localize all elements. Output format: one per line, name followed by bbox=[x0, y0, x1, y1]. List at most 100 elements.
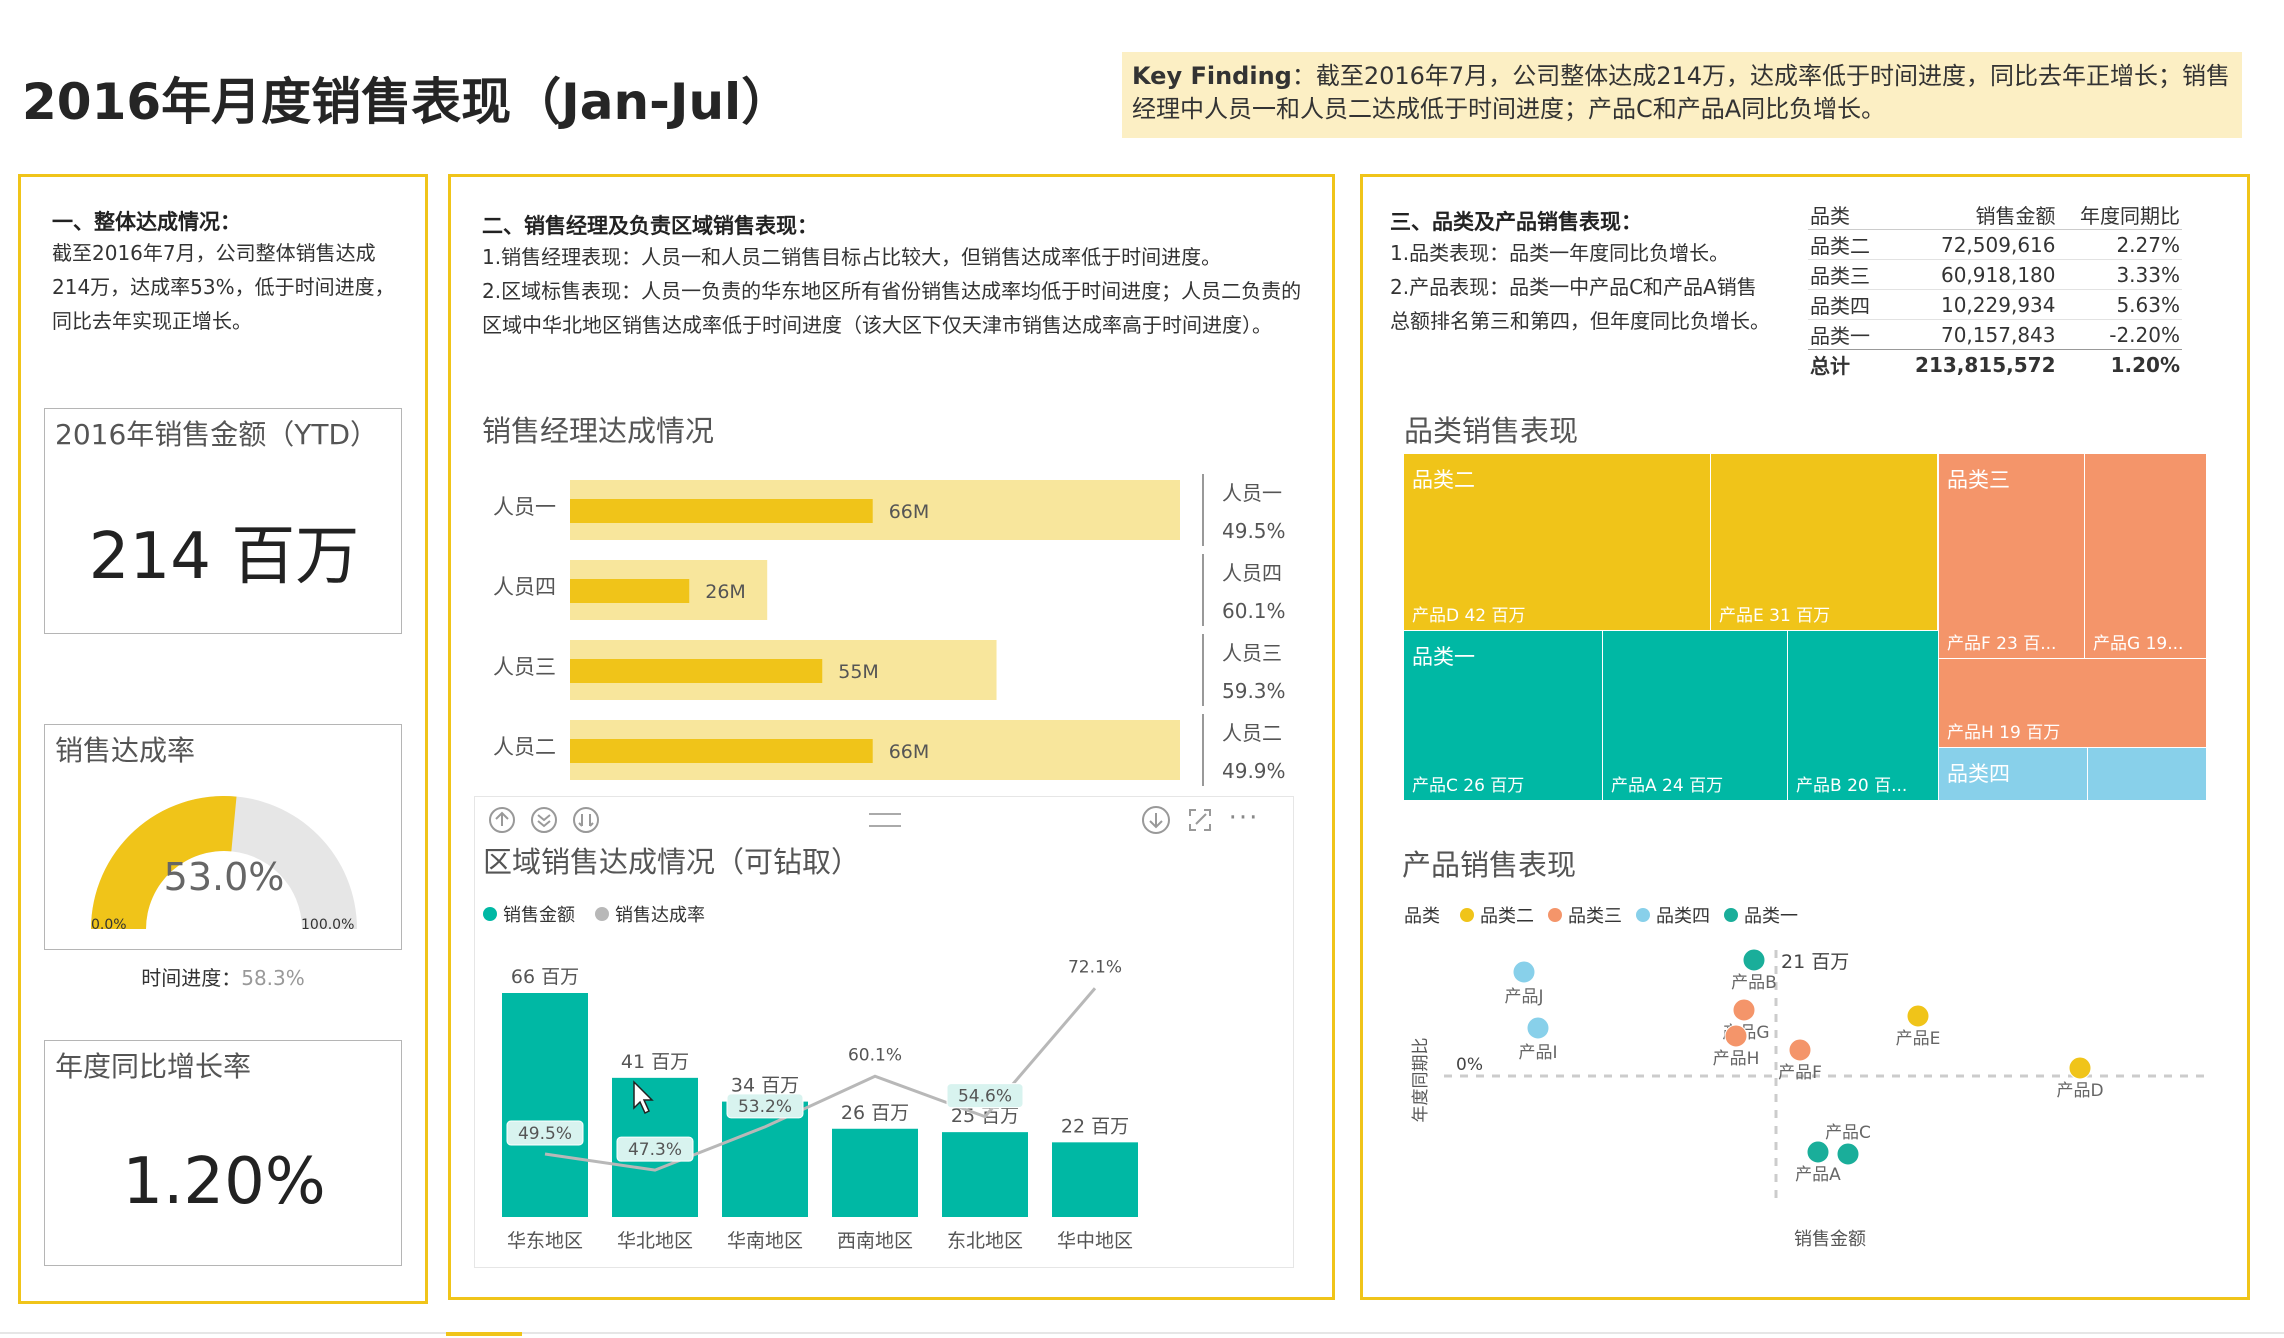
gauge-min-label: 0.0% bbox=[91, 917, 127, 933]
treemap-product-label: 产品F 23 百... bbox=[1947, 634, 2057, 654]
ytd-value: 214 百万 bbox=[88, 520, 360, 594]
legend-label-rate: 销售达成率 bbox=[615, 905, 705, 926]
page-tab-strip bbox=[0, 1332, 2284, 1334]
table-row[interactable]: 品类三 60,918,180 3.33% bbox=[1808, 260, 2182, 290]
table-cell: 10,229,934 bbox=[1940, 292, 2056, 317]
yoy-card[interactable]: 年度同比增长率 1.20% bbox=[44, 1040, 402, 1266]
scatter-point-label: 产品J bbox=[1504, 987, 1543, 1007]
manager-actual-bar bbox=[570, 499, 873, 523]
treemap-tile-product-a[interactable]: 产品A 24 百万 bbox=[1603, 631, 1787, 800]
treemap-tile-product-d[interactable]: 品类二 产品D 42 百万 bbox=[1404, 454, 1710, 630]
expand-all-down-icon[interactable] bbox=[527, 803, 561, 837]
region-category-label: 华东地区 bbox=[507, 1230, 583, 1252]
scatter-point-label: 产品I bbox=[1518, 1043, 1557, 1063]
drill-down-icon[interactable] bbox=[1139, 803, 1173, 837]
region-category-label: 华中地区 bbox=[1057, 1230, 1133, 1252]
scatter-legend: 品类 品类二 品类三 品类四 品类一 bbox=[1404, 902, 1798, 928]
region-rate-label-bg bbox=[946, 1083, 1024, 1109]
ytd-card[interactable]: 2016年销售金额（YTD） 214 百万 bbox=[44, 408, 402, 634]
drill-up-icon[interactable] bbox=[485, 803, 519, 837]
gauge-max-label: 100.0% bbox=[301, 917, 355, 933]
table-cell: 品类四 bbox=[1810, 294, 1870, 318]
treemap-product-label: 产品G 19... bbox=[2093, 634, 2184, 654]
legend-dot-sales-icon bbox=[483, 907, 497, 921]
products-desc-2: 2.产品表现：品类一中产品C和产品A销售总额排名第三和第四，但年度同比负增长。 bbox=[1390, 275, 1770, 333]
products-section-title: 三、品类及产品销售表现： bbox=[1390, 210, 1642, 234]
manager-actual-bar bbox=[570, 659, 823, 683]
treemap-category-label: 品类四 bbox=[1947, 762, 2010, 786]
region-category-label: 西南地区 bbox=[837, 1230, 913, 1252]
scatter-point bbox=[1724, 1024, 1748, 1048]
manager-rate-name: 人员二 bbox=[1222, 721, 1282, 745]
focus-mode-icon[interactable] bbox=[1183, 803, 1217, 837]
treemap-tile-category-4b[interactable] bbox=[2088, 748, 2206, 800]
table-cell: 品类二 bbox=[1810, 234, 1870, 258]
manager-value-label: 66M bbox=[889, 501, 930, 523]
active-page-tab[interactable] bbox=[446, 1332, 522, 1336]
scatter-point-label: 产品B bbox=[1731, 973, 1777, 993]
treemap-tile-product-g[interactable]: 产品G 19... bbox=[2085, 454, 2206, 658]
manager-rate-name: 人员一 bbox=[1222, 481, 1282, 505]
region-category-label: 华北地区 bbox=[617, 1230, 693, 1252]
managers-desc-2: 2.区域标售表现：人员一负责的华东地区所有省份销售达成率均低于时间进度；人员二负… bbox=[482, 279, 1302, 337]
manager-chart[interactable]: 人员一 66M 人员一 49.5% 人员四 26M 人员四 60.1% 人员三 55M 人员三 59.… bbox=[470, 468, 1320, 798]
treemap-tile-product-h[interactable]: 产品H 19 百万 bbox=[1939, 659, 2206, 747]
region-rate-label: 60.1% bbox=[848, 1045, 902, 1065]
treemap-tile-product-f[interactable]: 品类三 产品F 23 百... bbox=[1939, 454, 2084, 658]
scatter-point bbox=[1732, 998, 1756, 1022]
table-cell: 品类三 bbox=[1810, 264, 1870, 288]
yoy-card-title: 年度同比增长率 bbox=[55, 1050, 252, 1083]
scatter-legend-item: 品类四 bbox=[1656, 906, 1710, 927]
treemap-tile-product-b[interactable]: 产品B 20 百... bbox=[1788, 631, 1938, 800]
table-row[interactable]: 品类一 70,157,843 -2.20% bbox=[1808, 320, 2182, 350]
region-sales-label: 26 百万 bbox=[841, 1102, 909, 1124]
gauge-chart bbox=[91, 796, 357, 929]
ytd-card-title: 2016年销售金额（YTD） bbox=[55, 418, 379, 451]
legend-dot-rate-icon bbox=[595, 907, 609, 921]
mouse-cursor-icon bbox=[633, 1080, 654, 1115]
scatter-point-label: 产品D bbox=[2056, 1081, 2103, 1101]
manager-category-label: 人员二 bbox=[493, 735, 556, 759]
table-row[interactable]: 品类二 72,509,616 2.27% bbox=[1808, 230, 2182, 260]
table-header: 年度同期比 bbox=[2080, 204, 2180, 228]
scatter-point-label: 产品F bbox=[1778, 1063, 1822, 1083]
scatter-point-label: 产品H bbox=[1713, 1049, 1760, 1069]
treemap-product-label: 产品E 31 百万 bbox=[1719, 606, 1831, 626]
rate-card[interactable]: 销售达成率 53.0% 0.0% 100.0% bbox=[44, 724, 402, 950]
table-row[interactable]: 品类四 10,229,934 5.63% bbox=[1808, 290, 2182, 320]
treemap-tile-product-e[interactable]: 产品E 31 百万 bbox=[1711, 454, 1937, 630]
scatter-legend-item: 品类三 bbox=[1568, 906, 1622, 927]
table-cell: 213,815,572 bbox=[1915, 352, 2056, 377]
treemap-tile-product-c[interactable]: 品类一 产品C 26 百万 bbox=[1404, 631, 1602, 800]
treemap-tile-category-4[interactable]: 品类四 bbox=[1939, 748, 2087, 800]
treemap-title: 品类销售表现 bbox=[1404, 414, 1579, 448]
table-cell: 72,509,616 bbox=[1940, 232, 2056, 257]
legend-dot-cat2-icon bbox=[1460, 908, 1474, 922]
key-finding-box: Key Finding：截至2016年7月，公司整体达成214万，达成率低于时间… bbox=[1122, 52, 2242, 138]
region-visual[interactable]: ··· 区域销售达成情况（可钻取） 销售金额 销售达成率 66 百万 华东地区 41… bbox=[474, 796, 1294, 1268]
scatter-point bbox=[1788, 1038, 1812, 1062]
legend-dot-cat3-icon bbox=[1548, 908, 1562, 922]
manager-value-label: 55M bbox=[838, 661, 879, 683]
products-panel bbox=[1360, 174, 2250, 1300]
table-header: 品类 bbox=[1810, 204, 1850, 228]
region-rate-label: 47.3% bbox=[628, 1140, 682, 1160]
manager-rate-value: 59.3% bbox=[1222, 679, 1286, 703]
overall-section-title: 一、整体达成情况： bbox=[52, 210, 241, 234]
manager-actual-bar bbox=[570, 579, 690, 603]
region-rate-label-bg bbox=[616, 1136, 694, 1162]
more-options-icon[interactable]: ··· bbox=[1228, 803, 1260, 833]
table-header: 销售金额 bbox=[1975, 204, 2056, 228]
products-desc-1: 1.品类表现：品类一年度同比负增长。 bbox=[1390, 241, 1730, 265]
manager-rate-value: 49.9% bbox=[1222, 759, 1286, 783]
manager-actual-bar bbox=[570, 739, 873, 763]
scatter-point-label: 产品E bbox=[1896, 1029, 1941, 1049]
drag-handle-icon[interactable] bbox=[869, 813, 901, 827]
table-cell: 3.33% bbox=[2116, 262, 2180, 287]
category-treemap[interactable]: 品类二 产品D 42 百万 产品E 31 百万 品类三 产品F 23 百... … bbox=[1404, 454, 2206, 800]
product-scatter-chart[interactable]: 0%21 百万年度同期比销售金额产品J产品I产品B产品G产品H产品F产品E产品D… bbox=[1404, 940, 2214, 1260]
scatter-point-label: 产品A bbox=[1795, 1165, 1841, 1185]
region-rate-label: 49.5% bbox=[518, 1124, 572, 1144]
drill-next-icon[interactable] bbox=[569, 803, 603, 837]
